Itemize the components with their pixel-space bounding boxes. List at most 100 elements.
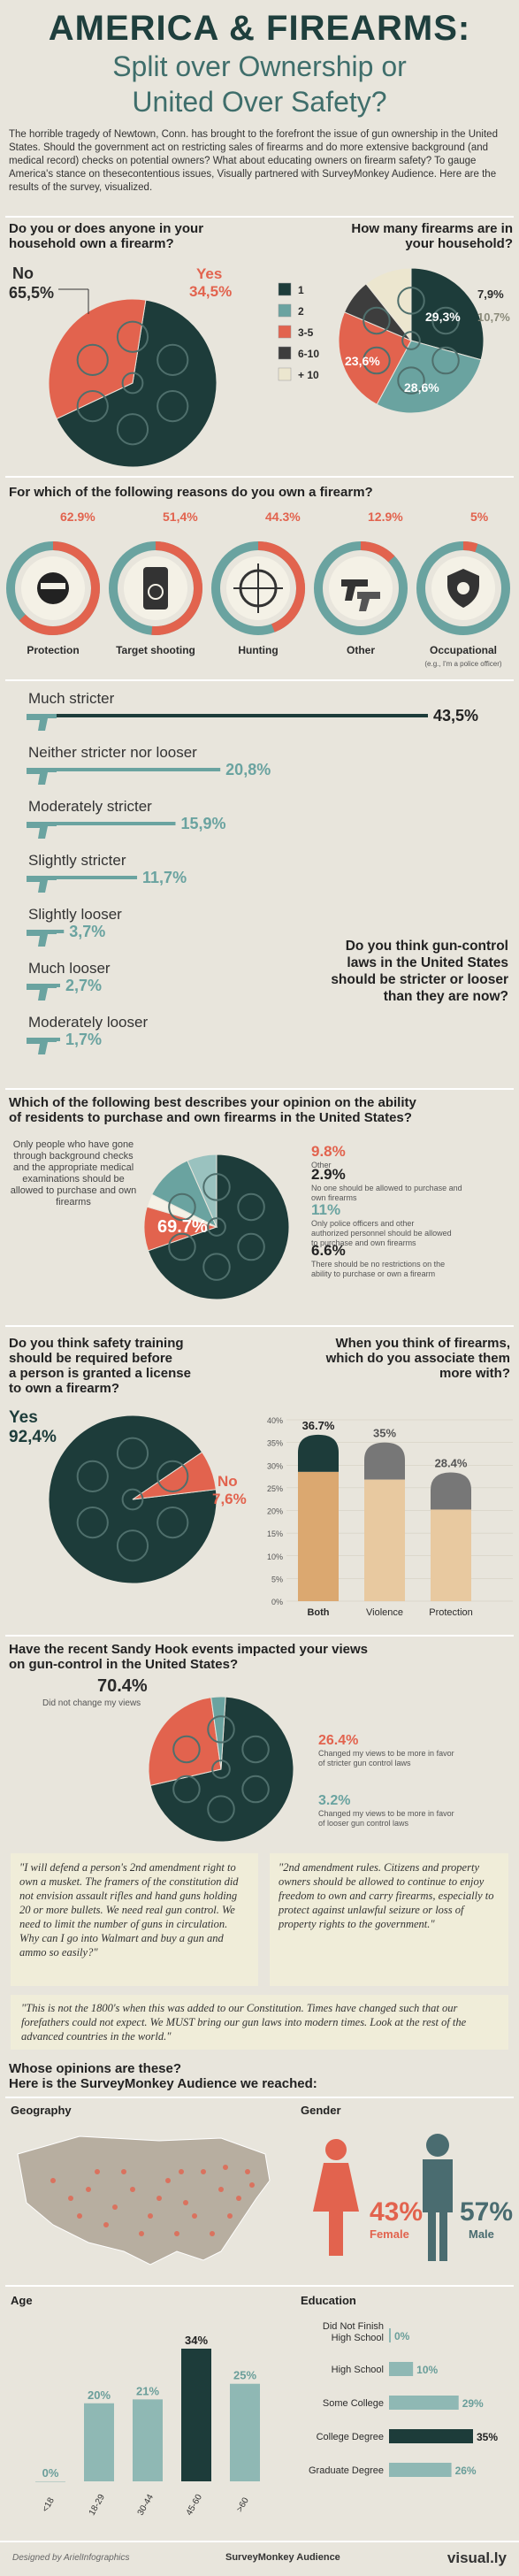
q6-ytick: 40% [267, 1416, 283, 1425]
mask-eye-slit-icon [41, 583, 65, 589]
q3-label: Protection [27, 644, 79, 656]
q5-chamber-icon [156, 1460, 189, 1492]
bar-label: Neither stricter nor looser [28, 744, 197, 761]
divider [5, 2097, 514, 2098]
divider [5, 216, 514, 218]
q2-chamber-icon [363, 346, 391, 375]
q7-pie-chart: 70.4%Did not change my views26.4%Changed… [42, 1676, 454, 1843]
bar-label: Slightly stricter [28, 852, 126, 869]
male-label: Male [469, 2227, 494, 2241]
q5-center-icon [121, 1488, 144, 1511]
bar-bullet-trail [57, 768, 221, 771]
divider [5, 1635, 514, 1637]
q1-chamber-icon [116, 413, 149, 446]
q5-chamber-icon [76, 1460, 109, 1492]
q1-slice-1 [48, 298, 147, 420]
quote-box-1: "I will defend a person's 2nd amendment … [11, 1853, 258, 1986]
q3-reasons-chart: 62.9% Protection 51,4% Target shooting 44.3%… [6, 510, 510, 668]
q3-note: (e.g., I'm a police officer) [424, 660, 502, 668]
q6-ytick: 20% [267, 1507, 283, 1516]
respondent-dot [95, 2169, 100, 2174]
pistol-icon [27, 822, 57, 839]
q5-no-value: 7,6% [212, 1491, 247, 1507]
pistol-icon [27, 1038, 57, 1054]
pistol-2-icon [357, 592, 380, 611]
q3-label: Other [347, 644, 375, 656]
q6-bullet-case [364, 1479, 405, 1601]
female-value: 43% [370, 2197, 423, 2227]
q2-value-1: 29,3% [425, 310, 461, 324]
age-bar [133, 2399, 163, 2481]
respondent-dot [68, 2196, 73, 2201]
q6-ytick: 30% [267, 1461, 283, 1470]
pistol-icon [27, 930, 57, 947]
intro-text: The horrible tragedy of Newtown, Conn. h… [9, 129, 498, 193]
bar-bullet-trail [57, 822, 176, 825]
quote-1: "I will defend a person's 2nd amendment … [19, 1861, 239, 1959]
respondent-dot [121, 2169, 126, 2174]
q7-slice-1 [148, 1697, 222, 1786]
q2-chamber-icon [431, 306, 460, 335]
q2-legend-label: 1 [298, 284, 304, 296]
q3-value: 12.9% [368, 510, 403, 524]
q1-yes-value: 34,5% [189, 283, 232, 300]
q6-bullet-tip [431, 1472, 471, 1510]
target-icon [143, 567, 168, 610]
main-title: AMERICA & FIREARMS: [48, 9, 471, 48]
edu-bar [389, 2429, 473, 2443]
respondent-dot [210, 2231, 215, 2236]
visually-logo: visual.ly [446, 2549, 507, 2566]
bar-value: 2,7% [65, 977, 102, 994]
q6-ytick: 15% [267, 1530, 283, 1538]
designer-credit: Designed by ArielInfographics [12, 2553, 130, 2563]
q3-value: 51,4% [163, 510, 198, 524]
q1-question: Do you or does anyone in your household o… [9, 221, 204, 251]
q4-desc: Other [311, 1161, 332, 1169]
q4-chamber-icon [202, 1253, 231, 1281]
q3-icon-bg [329, 556, 393, 620]
female-icon [325, 2139, 347, 2160]
q3-ring-value-arc [360, 541, 395, 563]
age-category: 45-60 [185, 2493, 205, 2518]
q6-value: 35% [373, 1427, 396, 1440]
q7-desc-2: of stricter gun control laws [318, 1759, 411, 1767]
q4-main-desc: Only people who have gone through backgr… [10, 1139, 137, 1208]
edu-value: 29% [462, 2397, 484, 2410]
divider [5, 2285, 514, 2287]
q5-yes-value: 92,4% [9, 1428, 57, 1446]
q2-question: How many firearms are in your household? [351, 221, 513, 251]
demographics-heading: Whose opinions are these? Here is the Sur… [9, 2061, 317, 2091]
q4-value: 11% [311, 1201, 340, 1218]
respondent-dot [249, 2182, 255, 2188]
q3-question: For which of the following reasons do yo… [9, 485, 373, 500]
q5-chamber-icon [76, 1506, 109, 1539]
q6-value: 36.7% [302, 1419, 335, 1432]
respondent-dot [179, 2169, 184, 2174]
respondent-dot [139, 2231, 144, 2236]
male-body-icon [423, 2159, 453, 2261]
respondent-dot [130, 2187, 135, 2192]
respondent-dot [223, 2165, 228, 2170]
edu-value: 0% [394, 2330, 410, 2342]
bar-label: Slightly looser [28, 906, 122, 923]
q4-value: 9.8% [311, 1143, 346, 1160]
q4-desc: ability to purchase or own a firearm [311, 1269, 435, 1278]
q2-legend-swatch [278, 303, 292, 318]
respondent-dot [77, 2213, 82, 2219]
age-value: 21% [136, 2384, 159, 2397]
quote-box-2: "2nd amendment rules. Citizens and prope… [270, 1853, 508, 1986]
pistol-icon [341, 579, 368, 601]
q5-chamber-icon [116, 1437, 149, 1469]
q4-value: 6.6% [311, 1242, 346, 1259]
q4-question: Which of the following best describes yo… [9, 1095, 416, 1125]
quote-3: "This is not the 1800's when this was ad… [21, 2002, 467, 2043]
age-bar [230, 2383, 260, 2481]
q7-slice-2 [210, 1696, 226, 1770]
q4-chamber-icon [237, 1192, 265, 1222]
q7-chamber-icon [241, 1735, 270, 1764]
quote-2: "2nd amendment rules. Citizens and prope… [279, 1861, 494, 1930]
divider [5, 476, 514, 478]
male-value: 57% [460, 2197, 513, 2227]
respondent-dot [218, 2187, 224, 2192]
